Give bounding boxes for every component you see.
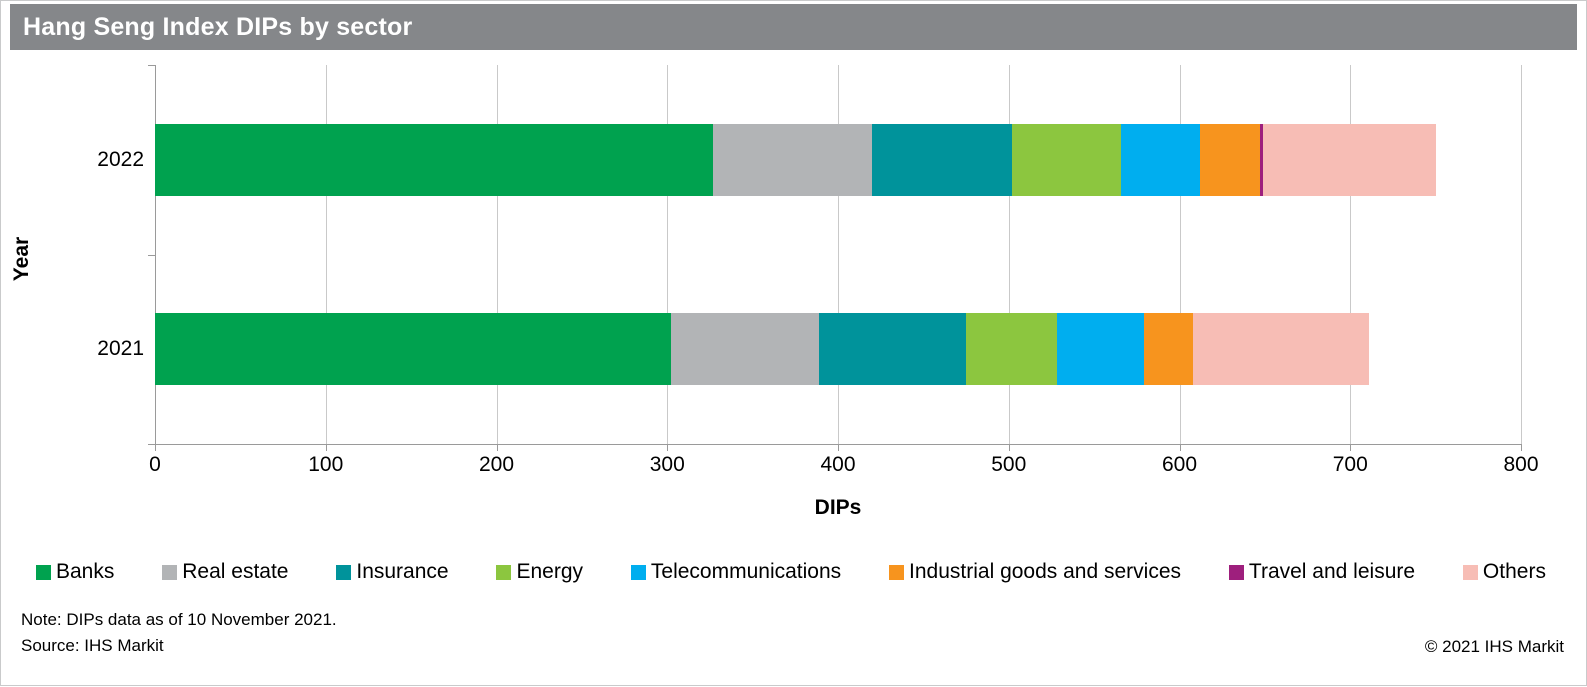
x-tick-label-300: 300 (649, 453, 685, 476)
x-tickmark-700 (1350, 444, 1352, 451)
x-tickmark-400 (838, 444, 839, 451)
gridline-x-700 (1350, 65, 1352, 444)
category-label-2021: 2021 (97, 337, 144, 361)
bar-segment-2022-insurance (872, 123, 1013, 196)
x-tick-label-200: 200 (478, 453, 515, 476)
y-tickmark-1 (148, 254, 155, 256)
legend-item-industrial-goods-and-services: Industrial goods and services (889, 560, 1181, 584)
legend-swatch-travel-and-leisure (1228, 564, 1244, 580)
x-tickmark-500 (1008, 444, 1010, 451)
x-tickmark-300 (667, 444, 669, 451)
bar-segment-2021-real-estate (670, 313, 820, 386)
gridline-x-100 (325, 65, 327, 444)
legend-item-telecommunications: Telecommunications (630, 560, 842, 584)
bar-segment-2022-others (1263, 123, 1436, 196)
x-tick-label-400: 400 (820, 453, 856, 476)
x-tickmark-200 (496, 444, 498, 451)
x-tickmark-600 (1179, 444, 1181, 451)
chart-title-bar: Hang Seng Index DIPs by sector (10, 4, 1577, 50)
gridline-x-400 (838, 65, 839, 444)
gridline-x-600 (1179, 65, 1181, 444)
y-tickmark-2 (148, 444, 155, 445)
plot-area (155, 65, 1522, 444)
gridline-x-300 (667, 65, 669, 444)
legend-swatch-others (1462, 564, 1478, 580)
legend-item-others: Others (1462, 560, 1546, 584)
legend-label-insurance: Insurance (356, 560, 449, 583)
bar-segment-2021-banks (155, 313, 671, 386)
bar-segment-2022-real-estate (713, 123, 873, 196)
legend-item-insurance: Insurance (336, 560, 449, 584)
x-tick-label-0: 0 (149, 453, 161, 476)
footer-notes: Note: DIPs data as of 10 November 2021. … (21, 607, 337, 659)
bar-segment-2022-industrial-goods-and-services (1199, 123, 1260, 196)
x-tick-label-100: 100 (308, 453, 344, 476)
bar-segment-2021-insurance (819, 313, 967, 386)
copyright-line: © 2021 IHS Markit (1424, 637, 1564, 656)
bar-segment-2021-others (1193, 313, 1370, 386)
x-axis-line (149, 444, 1522, 445)
legend-label-travel-and-leisure: Travel and leisure (1248, 560, 1416, 583)
legend-label-industrial-goods-and-services: Industrial goods and services (909, 560, 1182, 583)
x-tick-label-800: 800 (1503, 453, 1539, 476)
x-tick-label-600: 600 (1161, 453, 1198, 476)
bar-segment-2021-industrial-goods-and-services (1143, 313, 1194, 386)
legend-label-energy: Energy (516, 560, 584, 583)
x-tickmark-0 (155, 444, 156, 451)
x-tick-label-700: 700 (1332, 453, 1368, 476)
legend-swatch-telecommunications (630, 564, 646, 580)
legend-item-travel-and-leisure: Travel and leisure (1228, 560, 1416, 584)
bar-segment-2021-telecommunications (1056, 313, 1144, 386)
chart-legend: Banks Real estate Insurance Energy Telecommu… (1, 557, 1587, 587)
legend-item-real-estate: Real estate (162, 560, 288, 584)
legend-swatch-insurance (336, 564, 352, 580)
chart-title: Hang Seng Index DIPs by sector (23, 13, 413, 41)
legend-swatch-industrial-goods-and-services (889, 564, 905, 580)
x-tickmark-800 (1521, 444, 1522, 451)
legend-swatch-energy (496, 564, 512, 580)
bar-segment-2022-telecommunications (1121, 123, 1200, 196)
legend-label-real-estate: Real estate (182, 560, 289, 583)
y-tickmark-0 (148, 65, 155, 66)
legend-item-banks: Banks (36, 560, 114, 584)
bar-segment-2022-banks (155, 123, 714, 196)
x-axis-title: DIPs (814, 496, 862, 519)
legend-label-telecommunications: Telecommunications (650, 560, 842, 583)
bar-segment-2022-travel-and-leisure (1259, 123, 1264, 196)
x-tick-label-500: 500 (991, 453, 1027, 476)
legend-swatch-real-estate (162, 564, 178, 580)
source-line: Source: IHS Markit (21, 636, 164, 655)
bar-segment-2021-energy (966, 313, 1057, 386)
category-label-2022: 2022 (97, 147, 144, 171)
gridline-x-800 (1521, 65, 1522, 444)
bar-segment-2022-energy (1012, 123, 1122, 196)
y-axis-title: Year (10, 236, 33, 282)
gridline-x-200 (496, 65, 498, 444)
gridline-x-500 (1008, 65, 1010, 444)
legend-label-others: Others (1482, 560, 1546, 583)
x-tickmark-100 (325, 444, 327, 451)
legend-label-banks: Banks (56, 560, 115, 583)
legend-item-energy: Energy (496, 560, 583, 584)
note-line: Note: DIPs data as of 10 November 2021. (21, 610, 337, 629)
legend-swatch-banks (36, 564, 51, 580)
y-axis-line (155, 65, 156, 444)
